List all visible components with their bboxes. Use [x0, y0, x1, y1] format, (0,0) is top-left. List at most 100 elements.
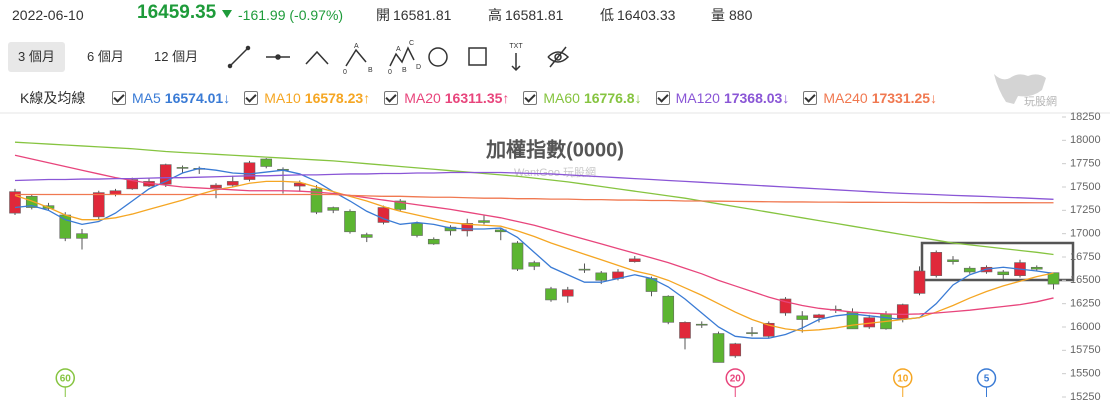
- ma-line: [14, 171, 1054, 200]
- legend-item[interactable]: MA60 16776.8 ↓: [523, 88, 642, 108]
- candle-body: [595, 272, 608, 281]
- candle-body: [310, 188, 323, 213]
- checkbox[interactable]: [655, 91, 670, 105]
- rect-tool[interactable]: [468, 47, 487, 66]
- line-tool[interactable]: [227, 45, 251, 69]
- range-button[interactable]: 6 個月: [87, 49, 124, 64]
- legend-item[interactable]: MA20 16311.35 ↑: [384, 88, 509, 108]
- candle-body: [963, 267, 976, 273]
- candle-body: [126, 179, 139, 190]
- ma-line: [14, 154, 1054, 316]
- y-tick-label: 17500: [1070, 181, 1101, 193]
- candle-body: [578, 268, 591, 271]
- y-tick-label: 17250: [1070, 204, 1101, 216]
- legend-trend: ↓: [223, 90, 231, 106]
- y-tick-label: 18000: [1070, 134, 1101, 146]
- candle-body: [260, 158, 273, 167]
- candle-body: [293, 182, 306, 187]
- legend-name: MA60: [543, 90, 580, 106]
- candle-body: [226, 181, 239, 186]
- checkbox[interactable]: [244, 91, 259, 105]
- marker-label: 5: [984, 374, 990, 385]
- low-label: 低: [600, 7, 614, 23]
- chart-title: 加權指數(0000): [485, 137, 624, 161]
- icon-label: 0: [343, 69, 347, 76]
- icon-label: 0: [388, 69, 392, 76]
- candle-body: [545, 288, 557, 301]
- legend-value: 16574.01: [164, 90, 224, 106]
- legend-value: 16578.23: [304, 90, 364, 106]
- candle-body: [427, 238, 440, 245]
- legend-item[interactable]: MA120 17368.03 ↓: [655, 88, 789, 108]
- candle-body: [377, 207, 390, 223]
- candle-body: [92, 192, 105, 218]
- marker: [976, 368, 997, 388]
- legend-item[interactable]: MA10 16578.23 ↑: [244, 88, 370, 108]
- candle-body: [76, 233, 88, 239]
- checkbox[interactable]: [523, 91, 538, 105]
- legend-name: MA120: [675, 90, 720, 106]
- icon-label: A: [396, 46, 401, 53]
- candle-body: [913, 270, 926, 294]
- legend-name: MA10: [264, 90, 301, 106]
- candle-body: [478, 220, 490, 223]
- legend-value: 17331.25: [871, 90, 931, 106]
- candle-body: [947, 259, 959, 262]
- range-button[interactable]: 3 個月: [8, 42, 65, 72]
- y-tick-label: 16000: [1070, 321, 1101, 333]
- candle-body: [997, 271, 1010, 276]
- checkbox[interactable]: [384, 91, 399, 105]
- marker-label: 10: [897, 374, 909, 385]
- change: -161.99 (-0.97%): [238, 7, 344, 23]
- candle-body: [779, 298, 792, 314]
- range-button[interactable]: 12 個月: [154, 49, 199, 64]
- legend-trend: ↓: [634, 90, 642, 106]
- candle-body: [327, 207, 340, 211]
- candle-body: [679, 322, 691, 339]
- brand-logo: 玩股網: [994, 74, 1057, 108]
- candle-body: [511, 242, 524, 270]
- candle-body: [1047, 272, 1060, 285]
- wave-tool-2[interactable]: [389, 46, 415, 67]
- candle-body: [628, 258, 641, 262]
- low-value: 16403.33: [617, 7, 676, 23]
- marker-label: 20: [730, 374, 742, 385]
- candle-body: [1030, 266, 1043, 270]
- hline-tool[interactable]: [266, 54, 290, 60]
- text-tool[interactable]: [511, 53, 521, 72]
- legend-name: MA20: [404, 90, 441, 106]
- legend: MA5 16574.01 ↓ MA10 16578.23 ↑ MA20 16311.35 ↑ MA…: [112, 88, 937, 108]
- high-label: 高: [488, 7, 502, 23]
- checkbox[interactable]: [112, 91, 126, 105]
- legend-item[interactable]: MA5 16574.01 ↓: [112, 88, 230, 108]
- legend-value: 16311.35: [444, 90, 503, 106]
- legend-trend: ↑: [502, 90, 510, 106]
- candle-body: [210, 184, 222, 189]
- candle-body: [344, 210, 356, 233]
- legend-value: 17368.03: [723, 90, 783, 106]
- brand-name: 玩股網: [1024, 94, 1057, 108]
- legend-trend: ↑: [363, 90, 371, 106]
- candle-body: [176, 167, 189, 169]
- candle-body: [243, 162, 256, 180]
- down-arrow: [222, 10, 232, 18]
- ma-line: [14, 180, 1054, 332]
- y-tick-label: 17750: [1070, 158, 1101, 170]
- candle-body: [796, 315, 809, 320]
- circle-tool[interactable]: [428, 47, 448, 67]
- date: 2022-06-10: [12, 7, 84, 23]
- candle-body: [712, 333, 725, 363]
- angle-tool[interactable]: [305, 50, 329, 65]
- candle-body: [159, 164, 172, 185]
- wave-tool-1[interactable]: [345, 48, 367, 67]
- y-tick-label: 18250: [1070, 111, 1101, 123]
- checkbox[interactable]: [803, 91, 818, 105]
- highlight-box: [920, 241, 1075, 282]
- candle-body: [461, 223, 474, 232]
- candle-body: [746, 332, 758, 334]
- marker-label: 60: [60, 374, 72, 385]
- hide-tool[interactable]: [547, 46, 570, 68]
- legend-item[interactable]: MA240 17331.25 ↓: [803, 88, 937, 108]
